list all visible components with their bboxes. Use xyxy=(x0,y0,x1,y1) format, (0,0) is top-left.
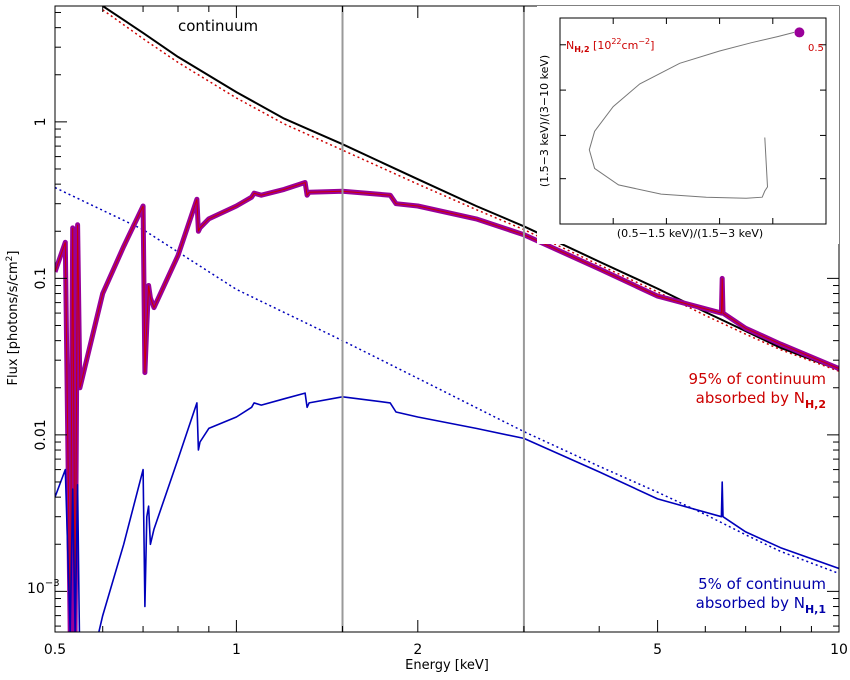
series-continuum-blue-dotted xyxy=(55,186,839,575)
inset-x-label: (0.5−1.5 keV)/(1.5−3 keV) xyxy=(617,227,763,240)
red-annotation-line1: 95% of continuum xyxy=(689,370,826,388)
red-annotation-line2: absorbed by NH,2 xyxy=(696,389,826,411)
series-absorbed-high-fit xyxy=(55,181,839,632)
blue-annotation-line1: 5% of continuum xyxy=(698,575,826,593)
inset-y-label: (1.5−3 keV)/(3−10 keV) xyxy=(538,55,551,187)
inset-frame xyxy=(559,17,827,225)
y-tick-label: 0.1 xyxy=(33,267,49,289)
series-absorbed-high xyxy=(55,180,839,632)
y-tick-label: 1 xyxy=(33,117,49,126)
plot-frame xyxy=(54,5,840,633)
continuum-annotation: continuum xyxy=(178,17,258,35)
axis-ticks: 0.5 1 2 5 10 1 0.1 0.01 xyxy=(33,6,848,658)
x-tick-label: 10 xyxy=(830,642,848,658)
y-axis-label: Flux [photons/s/cm2] xyxy=(5,251,21,386)
inset-marker xyxy=(794,27,805,38)
series-continuum-red-dotted xyxy=(102,9,839,372)
x-tick-label: 1 xyxy=(232,642,241,658)
series-layer xyxy=(55,6,839,632)
y-tick-label-exp: 10−3 xyxy=(27,578,60,597)
inset-title: NH,2 [1022cm−2] xyxy=(566,37,654,54)
inset-plot: 0.5 NH,2 [1022cm−2] (0.5−1.5 keV)/(1.5−3… xyxy=(537,6,839,244)
vertical-lines xyxy=(341,6,525,632)
inset-marker-label: 0.5 xyxy=(808,43,824,54)
x-axis-label: Energy [keV] xyxy=(405,658,489,673)
blue-annotation-line2: absorbed by NH,1 xyxy=(696,594,826,616)
y-tick-label: 0.01 xyxy=(33,419,49,450)
series-continuum xyxy=(102,6,839,371)
inset-curve xyxy=(588,31,795,199)
series-absorbed-low xyxy=(55,392,839,632)
x-tick-label: 5 xyxy=(653,642,662,658)
x-tick-label: 0.5 xyxy=(44,642,66,658)
inset-ticks xyxy=(560,18,826,224)
x-tick-label: 2 xyxy=(413,642,422,658)
